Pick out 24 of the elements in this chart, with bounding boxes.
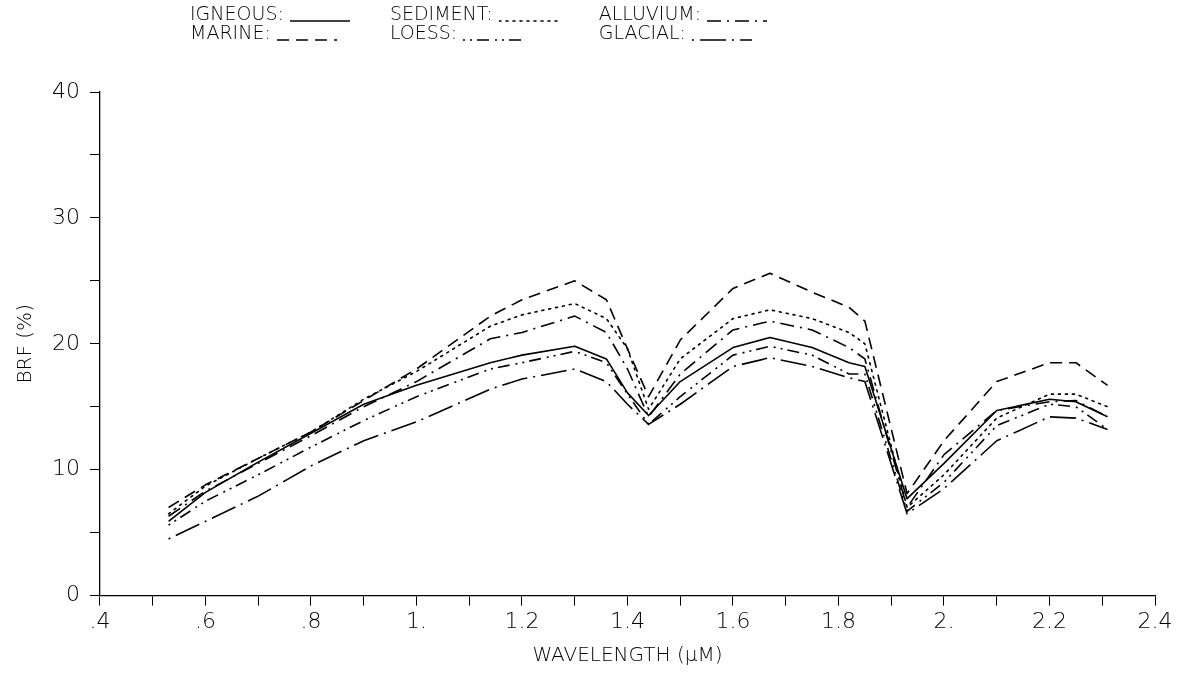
legend-label: GLACIAL:: [598, 21, 686, 43]
x-tick-label: .4: [89, 607, 111, 633]
x-tick-label: 2.2: [1032, 607, 1067, 633]
y-axis-title: BRF (%): [12, 304, 37, 384]
x-axis-title: WAVELENGTH (μM): [532, 642, 723, 667]
x-tick-label: .8: [300, 607, 322, 633]
legend-label: IGNEOUS:: [190, 2, 284, 24]
legend-label: MARINE:: [190, 21, 271, 43]
legend-label: SEDIMENT:: [389, 2, 493, 24]
x-tick-label: .6: [194, 607, 216, 633]
x-tick-label: 1.4: [610, 607, 645, 633]
y-tick-label: 0: [65, 581, 80, 607]
x-tick-label: 1.2: [504, 607, 540, 633]
y-tick-label: 20: [51, 329, 80, 355]
x-tick-label: 1.6: [715, 607, 751, 633]
x-tick-label: 2.4: [1137, 607, 1173, 633]
x-tick-label: 1.8: [821, 607, 856, 633]
x-tick-label: 1.: [406, 607, 427, 633]
legend-label: ALLUVIUM:: [598, 2, 702, 24]
x-tick-label: 2.: [933, 607, 955, 633]
y-tick-label: 10: [51, 455, 80, 481]
y-tick-label: 30: [51, 203, 80, 229]
legend-label: LOESS:: [389, 21, 458, 43]
y-tick-label: 40: [51, 77, 80, 103]
